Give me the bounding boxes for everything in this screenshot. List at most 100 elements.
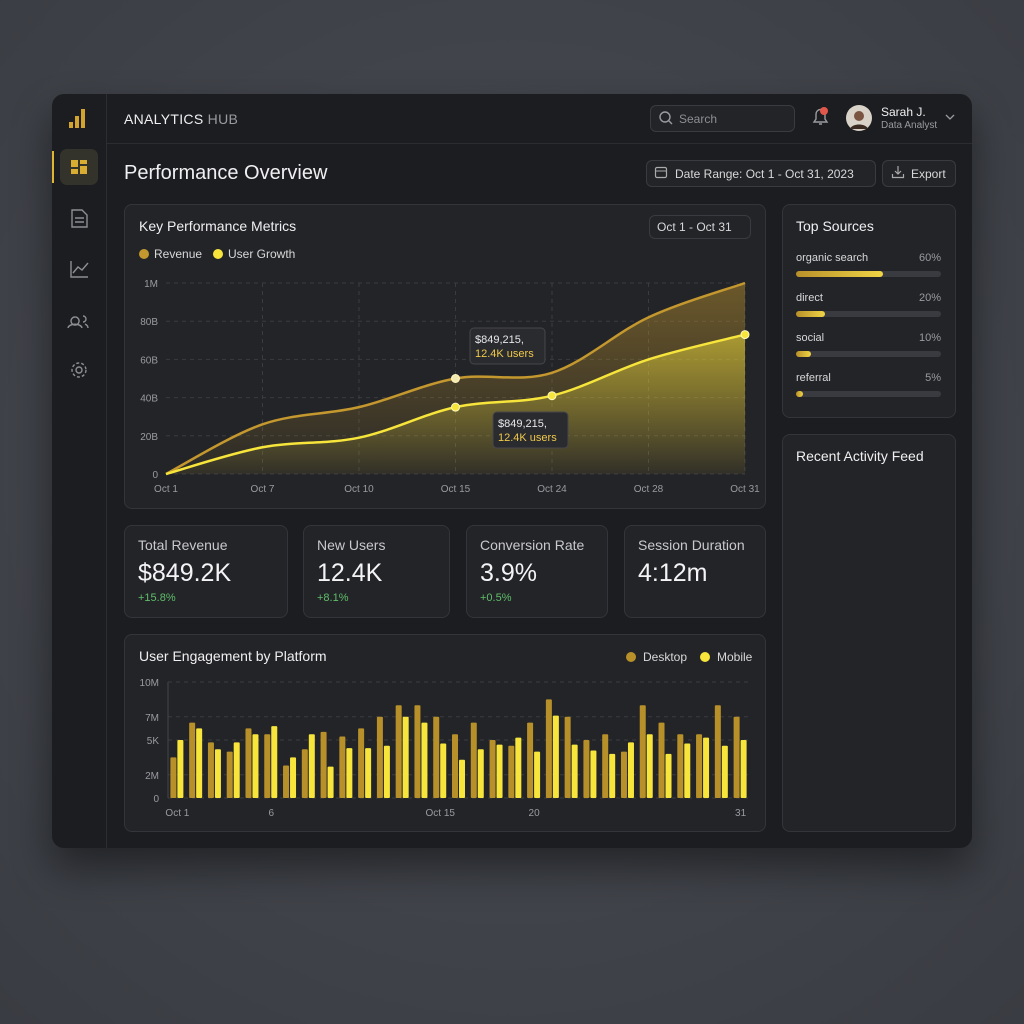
bar	[252, 734, 259, 798]
y-tick-label: 1M	[144, 279, 158, 290]
bar	[677, 734, 684, 798]
brand-secondary: HUB	[207, 111, 239, 127]
bar	[721, 745, 728, 798]
sidebar-icons	[52, 109, 98, 378]
bar	[571, 744, 578, 798]
x-tick-label: Oct 31	[730, 484, 760, 495]
bar	[658, 722, 665, 798]
bar	[508, 745, 515, 798]
source-track	[796, 391, 941, 397]
date-range: Date Range: Oct 1 - Oct 31, 2023	[675, 166, 854, 181]
period-dropdown[interactable]: Oct 1 - Oct 31	[649, 215, 751, 239]
calendar-icon	[654, 166, 668, 179]
bar	[433, 716, 440, 798]
bar	[177, 740, 184, 798]
bar	[545, 699, 552, 798]
bar	[346, 748, 353, 798]
bar	[477, 749, 484, 798]
bar	[639, 705, 646, 798]
source-value: 20%	[918, 292, 941, 304]
bar	[170, 757, 177, 798]
bar	[189, 722, 196, 798]
date-range-button[interactable]: Date Range: Oct 1 - Oct 31, 2023	[646, 160, 876, 187]
area	[166, 334, 745, 474]
kpi-value: 12.4K	[317, 559, 383, 587]
source-name: social	[796, 332, 825, 344]
bar	[271, 726, 278, 798]
kpi-card	[624, 525, 766, 618]
bar	[440, 743, 447, 798]
kpi-label: Total Revenue	[138, 537, 228, 553]
nav-reports[interactable]	[71, 209, 88, 228]
tooltip-text: $849,215,	[475, 334, 524, 346]
notification-bell[interactable]	[808, 104, 834, 130]
bar	[684, 743, 691, 798]
search-placeholder: Search	[679, 111, 718, 126]
user-name: Sarah J.	[881, 105, 926, 119]
kpi-value: 3.9%	[480, 559, 537, 587]
y-tick-label: 20B	[140, 432, 158, 443]
source-value: 5%	[925, 372, 941, 384]
kpi-value: $849.2K	[138, 559, 232, 587]
source-value: 60%	[918, 252, 941, 264]
kpi-value: 4:12m	[638, 559, 708, 587]
y-tick-label: 7M	[145, 713, 159, 724]
bar	[358, 728, 365, 798]
y-tick-label: 0	[153, 794, 159, 805]
x-tick-label: Oct 28	[634, 484, 664, 495]
x-tick-label: 20	[529, 808, 541, 819]
top-bar	[106, 94, 972, 144]
metrics-title: Key Performance Metrics	[139, 218, 297, 234]
point	[740, 330, 750, 340]
legend-swatch	[139, 249, 149, 259]
export-icon	[891, 166, 905, 179]
x-tick-label: Oct 1	[154, 484, 178, 495]
nav-active-indicator	[52, 151, 54, 183]
x-tick-label: Oct 24	[537, 484, 567, 495]
bar	[534, 751, 541, 798]
bar	[470, 722, 477, 798]
bar	[714, 705, 721, 798]
bar	[564, 716, 571, 798]
legend-label: User Growth	[228, 247, 295, 261]
legend-label: Mobile	[717, 650, 753, 664]
x-tick-label: 6	[268, 808, 274, 819]
point	[451, 374, 460, 383]
kpi-card	[124, 525, 288, 618]
kpi-label: New Users	[317, 537, 386, 553]
kpi-card	[466, 525, 608, 618]
source-value: 10%	[918, 332, 941, 344]
y-tick-label: 5K	[147, 736, 160, 747]
nav-users[interactable]	[67, 315, 89, 329]
nav-analytics[interactable]	[70, 261, 89, 278]
user-avatar[interactable]	[845, 104, 873, 132]
bar	[395, 705, 402, 798]
source-track	[796, 311, 941, 317]
nav-dashboard[interactable]	[60, 149, 98, 185]
bar	[665, 753, 672, 798]
bar	[290, 757, 297, 798]
user-menu-caret[interactable]	[945, 113, 955, 121]
period-label: Oct 1 - Oct 31	[657, 220, 732, 234]
bar	[609, 753, 616, 798]
nav-settings[interactable]	[71, 362, 87, 378]
export-button[interactable]: Export	[882, 160, 956, 187]
source-name: referral	[796, 372, 831, 384]
bar	[207, 742, 214, 798]
dashboard-icon	[71, 160, 87, 174]
bar	[214, 749, 221, 798]
export-label: Export	[911, 166, 946, 181]
bar	[733, 716, 740, 798]
bar	[583, 740, 590, 798]
bar	[264, 734, 271, 798]
bar	[496, 744, 503, 798]
sidebar	[52, 94, 107, 848]
search-box[interactable]: Search	[650, 105, 795, 132]
bar	[646, 734, 653, 798]
x-tick-label: Oct 15	[425, 808, 455, 819]
source-bar	[796, 391, 804, 397]
legend-label: Revenue	[154, 247, 202, 261]
bar	[527, 722, 534, 798]
